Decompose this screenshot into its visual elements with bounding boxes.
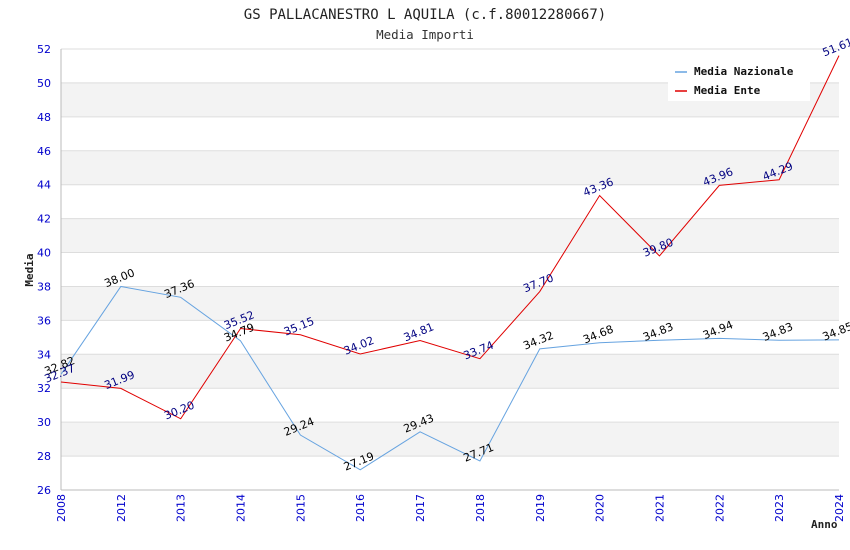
grid-band bbox=[61, 218, 839, 253]
x-tick-labels: 2008 2012 2013 2014 2015 2016 2017 2018 2019 2020… bbox=[55, 494, 846, 522]
x-tick-label: 2019 bbox=[534, 494, 547, 522]
y-tick-labels: 26 28 30 32 34 36 38 40 42 44 46 48 50 52 bbox=[37, 43, 51, 497]
series-line-nazionale bbox=[60, 285, 840, 471]
y-tick-label: 48 bbox=[37, 111, 51, 124]
x-tick-label: 2015 bbox=[294, 494, 307, 522]
x-tick-label: 2016 bbox=[354, 494, 367, 522]
y-tick-label: 40 bbox=[37, 247, 51, 260]
chart-title: GS PALLACANESTRO L AQUILA (c.f.800122806… bbox=[244, 7, 606, 23]
x-tick-label: 2014 bbox=[235, 494, 248, 522]
y-tick-label: 32 bbox=[37, 382, 51, 395]
grid-band bbox=[61, 286, 839, 321]
y-tick-label: 52 bbox=[37, 43, 51, 56]
x-tick-label: 2008 bbox=[55, 494, 68, 522]
x-tick-label: 2022 bbox=[713, 494, 726, 522]
chart-subtitle: Media Importi bbox=[376, 27, 474, 42]
x-tick-label: 2018 bbox=[474, 494, 487, 522]
series-lines bbox=[60, 55, 840, 471]
x-tick-label: 2013 bbox=[175, 494, 188, 522]
y-axis-label: Media bbox=[23, 253, 36, 286]
y-tick-label: 36 bbox=[37, 314, 51, 327]
legend-label-ente: Media Ente bbox=[694, 84, 761, 97]
legend: Media Nazionale Media Ente bbox=[668, 61, 810, 101]
data-label: 51.61 bbox=[821, 35, 850, 59]
grid-band bbox=[61, 354, 839, 389]
data-label: 30.20 bbox=[162, 399, 196, 423]
y-tick-label: 28 bbox=[37, 450, 51, 463]
data-label: 34.32 bbox=[521, 329, 555, 353]
x-tick-label: 2023 bbox=[773, 494, 786, 522]
grid-band bbox=[61, 150, 839, 185]
y-tick-label: 42 bbox=[37, 213, 51, 226]
x-tick-label: 2024 bbox=[833, 494, 846, 522]
x-tick-label: 2020 bbox=[594, 494, 607, 522]
y-tick-label: 50 bbox=[37, 77, 51, 90]
y-tick-label: 46 bbox=[37, 145, 51, 158]
legend-box bbox=[668, 61, 810, 101]
y-tick-label: 44 bbox=[37, 179, 51, 192]
x-tick-label: 2017 bbox=[414, 494, 427, 522]
y-tick-label: 26 bbox=[37, 484, 51, 497]
plot-bands bbox=[61, 82, 839, 457]
y-tick-label: 34 bbox=[37, 348, 51, 361]
y-tick-label: 30 bbox=[37, 416, 51, 429]
axes bbox=[60, 49, 839, 491]
grid-band bbox=[61, 422, 839, 457]
series-line-ente bbox=[60, 55, 840, 420]
x-tick-label: 2021 bbox=[653, 494, 666, 522]
x-tick-label: 2012 bbox=[115, 494, 128, 522]
x-axis-label: Anno bbox=[811, 518, 838, 531]
legend-label-nazionale: Media Nazionale bbox=[694, 65, 794, 78]
y-tick-label: 38 bbox=[37, 280, 51, 293]
